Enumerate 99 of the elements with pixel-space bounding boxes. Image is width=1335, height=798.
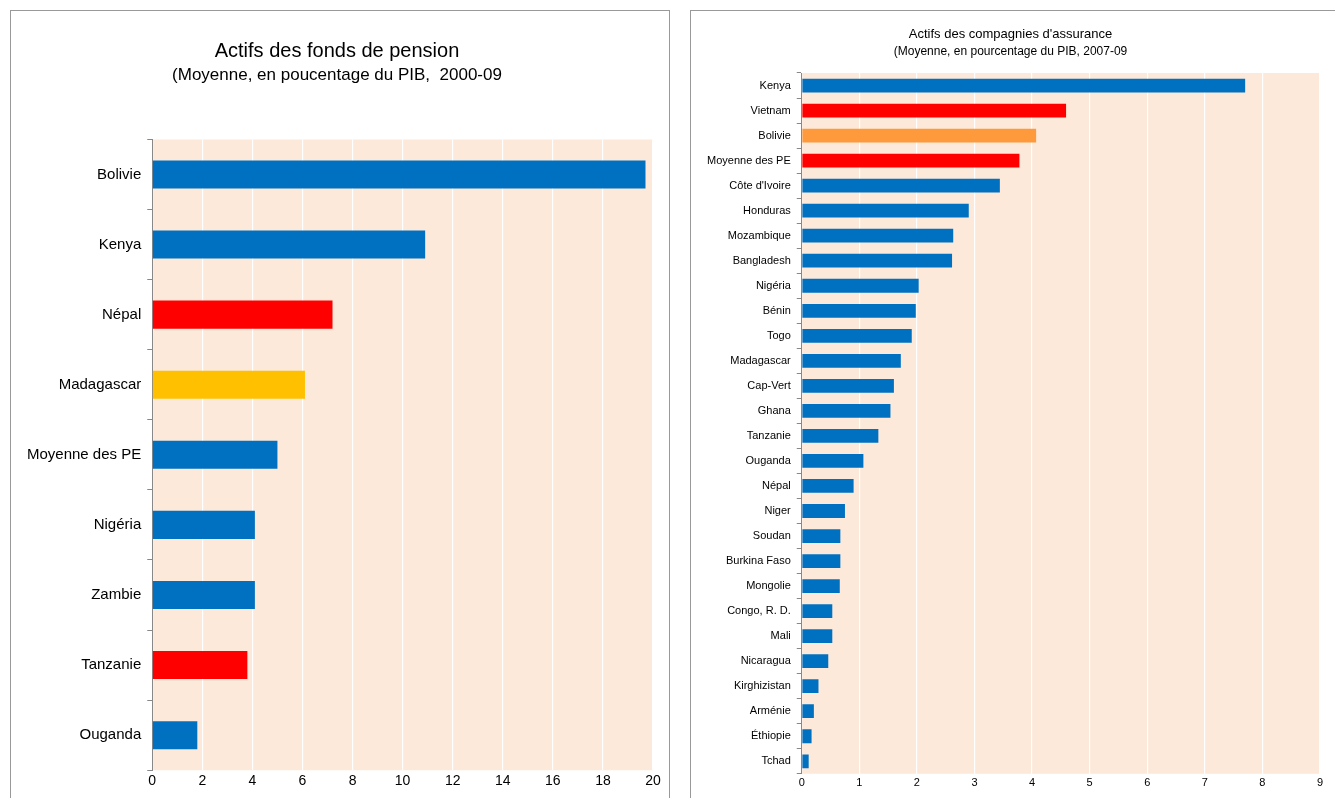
bar <box>152 651 248 680</box>
bar <box>802 704 814 719</box>
y-tick-label: Moyenne des PE <box>706 153 791 166</box>
y-tick-label: Tchad <box>761 754 791 767</box>
y-tick-label: Népal <box>762 479 791 491</box>
x-tick-label: 10 <box>394 772 411 789</box>
x-tick-label: 8 <box>348 772 357 789</box>
y-tick-label: Bolivie <box>97 164 142 182</box>
x-tick-label: 3 <box>971 776 978 789</box>
bar <box>802 404 891 418</box>
y-tick-label: Ghana <box>757 403 792 416</box>
bar <box>802 554 841 568</box>
bar <box>802 579 840 593</box>
x-tick-label: 5 <box>1086 776 1093 789</box>
x-tick-label: 9 <box>1316 776 1324 789</box>
bar <box>152 440 278 469</box>
y-tick-label: Mozambique <box>727 228 791 241</box>
y-tick-label: Ouganda <box>79 725 142 743</box>
chart-title: Actifs des fonds de pension <box>214 38 460 61</box>
bar <box>802 78 1246 93</box>
x-tick-label: 1 <box>856 776 863 789</box>
bar <box>802 479 854 493</box>
bar <box>802 629 833 644</box>
bar <box>152 580 255 609</box>
x-tick-label: 6 <box>1144 776 1151 789</box>
y-tick-label: Arménie <box>749 704 791 717</box>
y-tick-label: Congo, R. D. <box>727 604 791 617</box>
bar <box>802 654 829 669</box>
bar <box>802 253 953 268</box>
bar <box>802 604 833 618</box>
bar <box>152 510 255 539</box>
bar <box>152 370 305 399</box>
bar <box>802 278 919 293</box>
y-tick-label: Tanzanie <box>81 655 142 673</box>
x-tick-label: 16 <box>545 772 561 789</box>
y-tick-label: Népal <box>102 304 142 322</box>
y-tick-label: Niger <box>764 504 792 517</box>
y-tick-label: Tanzanie <box>746 428 791 441</box>
x-tick-label: 2 <box>198 772 207 789</box>
bar <box>802 429 879 443</box>
y-tick-label: Kenya <box>98 234 142 252</box>
bar <box>152 230 426 259</box>
bar <box>802 203 969 218</box>
y-tick-label: Nigéria <box>93 515 142 533</box>
y-tick-label: Kirghizistan <box>733 679 791 692</box>
y-tick-label: Moyenne des PE <box>26 444 142 462</box>
y-tick-label: Bénin <box>762 303 791 316</box>
chart-title: Actifs des compagnies d'assurance <box>908 26 1113 42</box>
y-tick-label: Nicaragua <box>740 654 792 667</box>
y-tick-label: Madagascar <box>730 353 792 366</box>
bar <box>802 378 894 393</box>
y-tick-label: Bangladesh <box>732 253 791 266</box>
chart-subtitle: (Moyenne, en poucentage du PIB, 2000-09 <box>172 64 502 84</box>
x-tick-label: 7 <box>1201 776 1208 789</box>
y-tick-label: Mongolie <box>746 579 791 592</box>
x-tick-label: 0 <box>148 772 157 789</box>
bar <box>802 303 916 318</box>
x-tick-label: 0 <box>798 776 805 789</box>
x-tick-label: 14 <box>494 772 511 789</box>
x-tick-label: 20 <box>645 772 661 789</box>
bar <box>802 178 1000 193</box>
bar <box>802 679 819 694</box>
x-tick-label: 2 <box>913 776 920 789</box>
bar <box>802 228 954 243</box>
x-tick-label: 6 <box>298 772 307 789</box>
y-tick-label: Côte d'Ivoire <box>729 178 791 191</box>
bar <box>802 128 1037 143</box>
bar <box>802 504 845 518</box>
bar <box>802 454 864 468</box>
bar <box>802 103 1067 118</box>
x-tick-label: 18 <box>595 772 611 789</box>
bar <box>802 529 841 543</box>
bar <box>152 721 198 750</box>
y-tick-label: Ouganda <box>745 453 792 466</box>
y-tick-label: Soudan <box>752 529 791 542</box>
x-tick-label: 12 <box>444 772 461 789</box>
y-tick-label: Burkina Faso <box>725 554 791 567</box>
y-tick-label: Honduras <box>743 203 792 216</box>
x-tick-label: 8 <box>1259 776 1266 789</box>
bar <box>152 160 646 189</box>
y-tick-label: Vietnam <box>750 103 791 116</box>
y-tick-label: Zambie <box>91 585 142 603</box>
bar <box>802 328 912 343</box>
bar <box>802 153 1020 168</box>
y-tick-label: Bolivie <box>758 128 791 141</box>
y-tick-label: Mali <box>770 629 791 642</box>
y-tick-label: Nigéria <box>755 278 792 291</box>
y-tick-label: Togo <box>766 328 791 341</box>
bar <box>152 300 333 329</box>
chart-subtitle: (Moyenne, en pourcentage du PIB, 2007-09 <box>893 44 1128 59</box>
bar <box>802 729 812 744</box>
y-tick-label: Kenya <box>759 78 792 91</box>
x-tick-label: 4 <box>248 772 257 789</box>
y-tick-label: Éthiopie <box>751 729 791 742</box>
bar <box>802 754 809 769</box>
x-tick-label: 4 <box>1029 776 1036 789</box>
y-tick-label: Cap-Vert <box>747 378 791 391</box>
bar <box>802 353 901 368</box>
y-tick-label: Madagascar <box>58 374 142 392</box>
